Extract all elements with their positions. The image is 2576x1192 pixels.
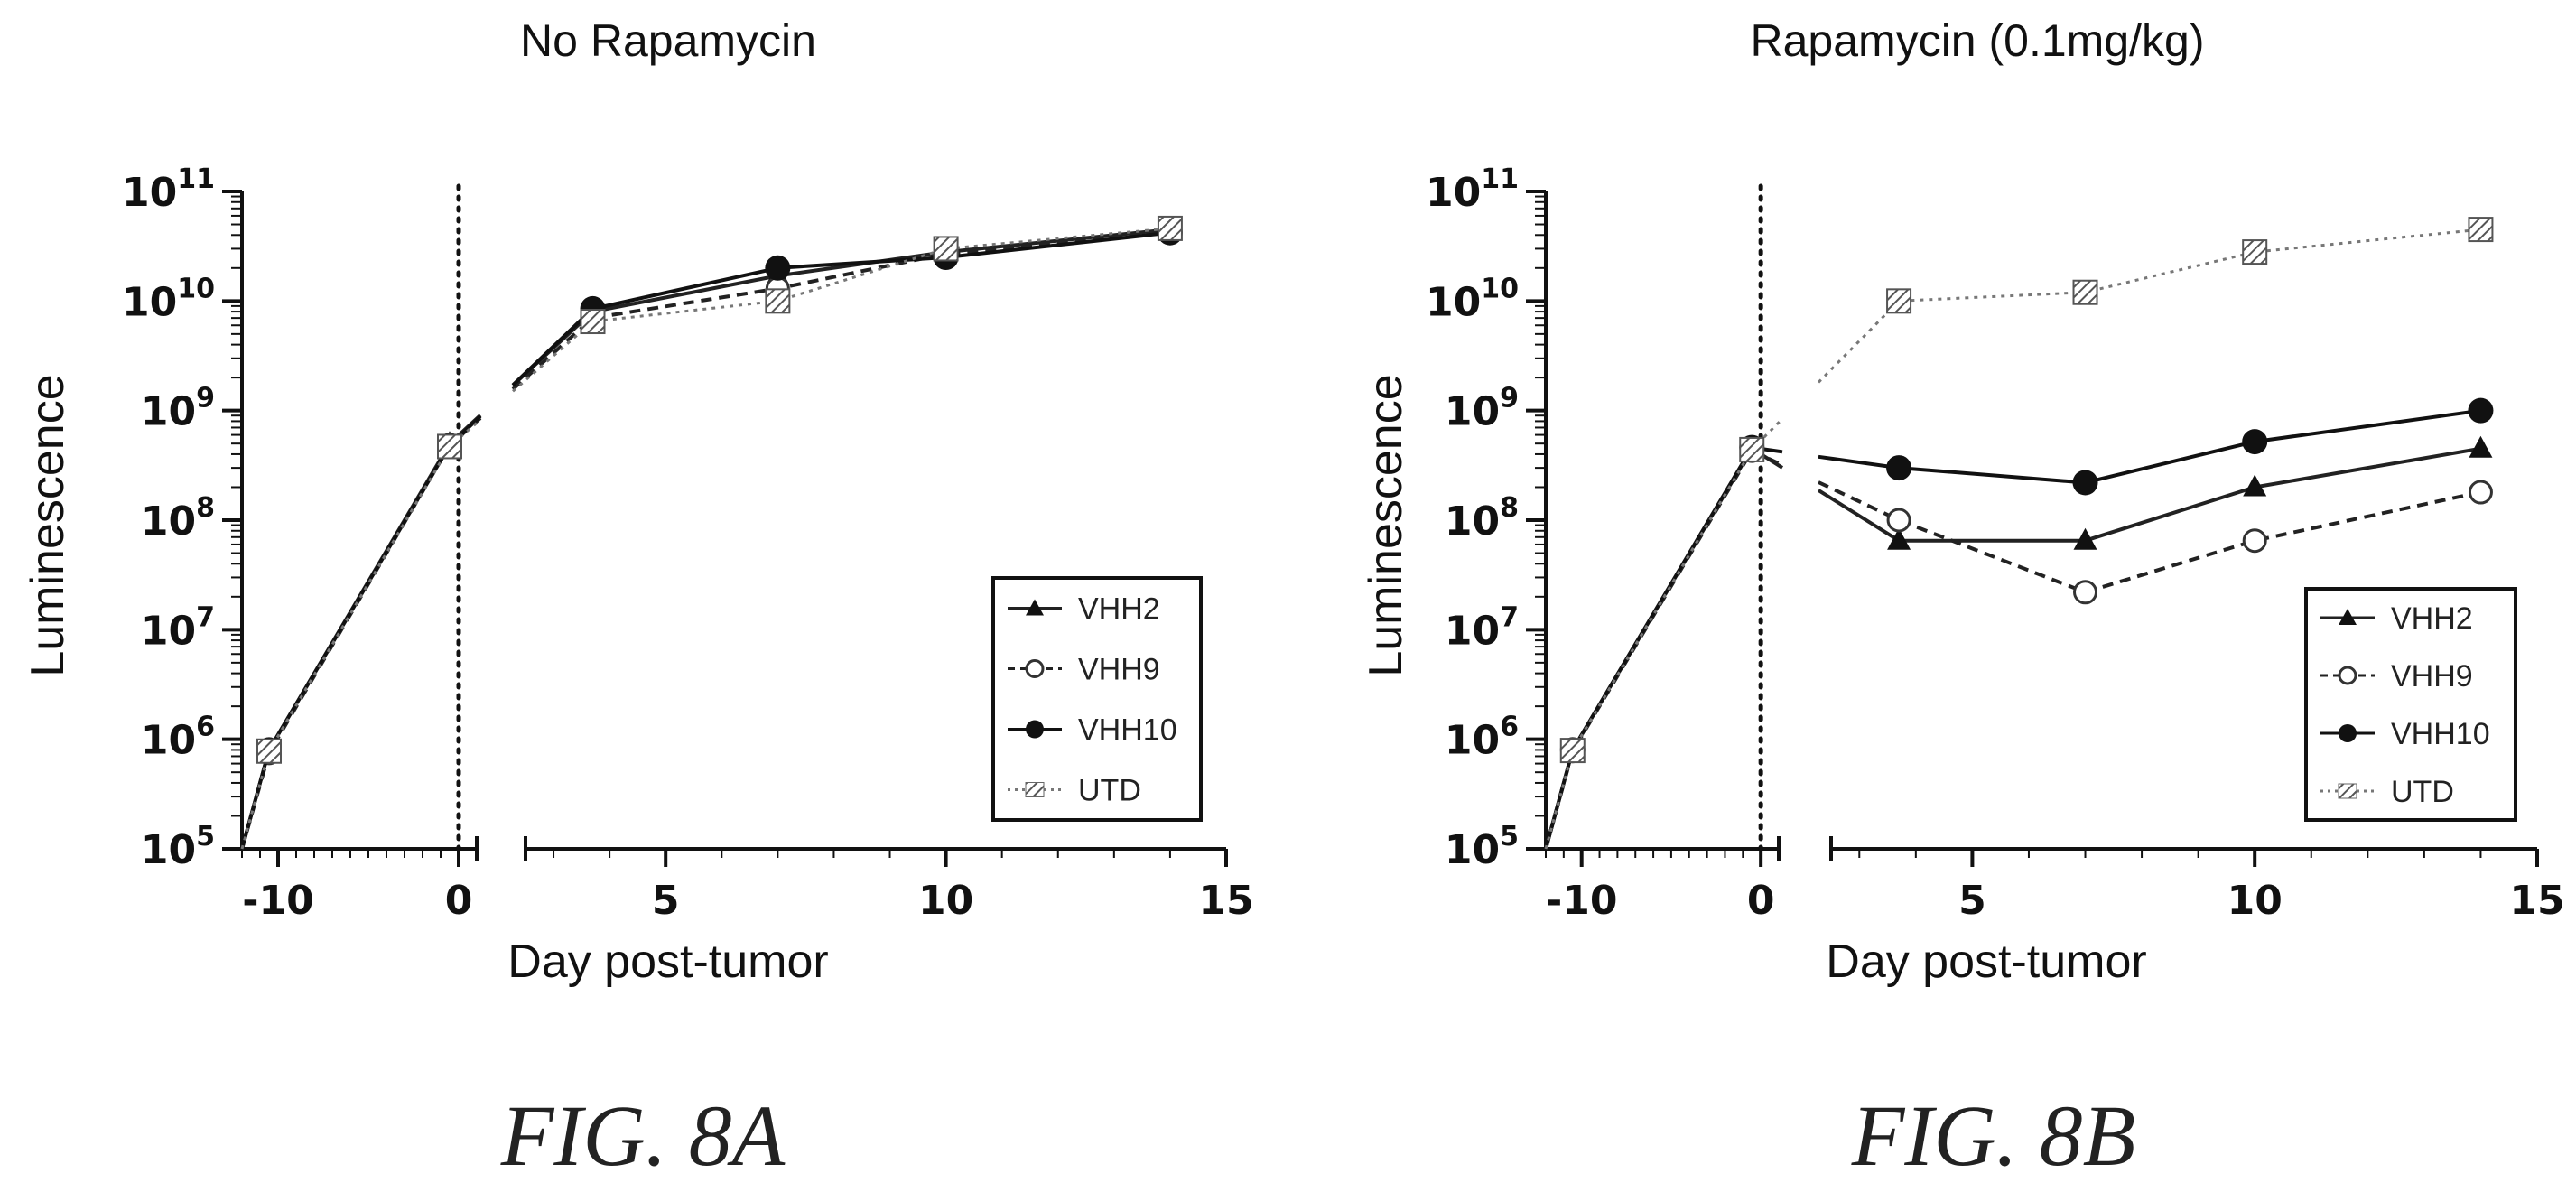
chart-b-utd-line <box>1817 228 2481 384</box>
chart-a-utd-point <box>580 309 606 335</box>
chart-a-utd-point <box>933 236 959 262</box>
chart-a-vhh9-line <box>511 229 1171 391</box>
chart-a-legend-marker-vhh2 <box>1026 599 1044 616</box>
chart-b-vhh9-point <box>2242 528 2267 554</box>
chart-b-y-tick-label: 107 <box>1445 601 1519 654</box>
chart-a-vhh10-line <box>240 414 482 850</box>
chart-b-legend-marker-utd <box>2338 783 2357 799</box>
chart-a-utd-point <box>437 433 462 460</box>
chart-a-legend-label-vhh9: VHH9 <box>1078 653 1160 687</box>
chart-b-legend-marker-vhh9 <box>2338 666 2357 685</box>
chart-b-x-tick-label: -10 <box>1546 878 1618 924</box>
chart-b-vhh9-line <box>1544 448 1783 850</box>
chart-b-vhh9-point <box>2468 480 2493 505</box>
chart-b-utd-point <box>1886 288 1912 314</box>
chart-a-y-tick-label: 108 <box>141 492 215 545</box>
chart-b-y-tick-label: 105 <box>1445 821 1519 873</box>
chart-a-legend-marker-vhh10 <box>1026 720 1044 739</box>
chart-a-legend-label-utd: UTD <box>1078 774 1141 808</box>
chart-b-utd-point <box>2468 217 2494 243</box>
chart-panel-a: No Rapamycin10510610710810910101011Lumin… <box>22 15 1254 1184</box>
chart-b-y-axis-label: Luminescence <box>1360 374 1412 676</box>
chart-b-utd-point <box>1559 738 1586 764</box>
chart-a-y-tick-label: 107 <box>141 601 215 654</box>
chart-b-x-tick-label: 15 <box>2509 878 2564 924</box>
chart-b-vhh10-line <box>1544 445 1783 850</box>
chart-a-x-tick-label: 5 <box>652 878 680 924</box>
chart-a-y-tick-label: 1010 <box>122 273 215 325</box>
chart-b-x-tick-label: 10 <box>2227 878 2283 924</box>
chart-b-legend-label-vhh9: VHH9 <box>2391 659 2473 694</box>
chart-a-x-tick-label: 10 <box>918 878 973 924</box>
chart-a-vhh9-line <box>240 416 482 850</box>
chart-b-x-tick-label: 0 <box>1747 878 1775 924</box>
chart-b-utd-point <box>1739 436 1765 462</box>
chart-a-y-tick-label: 106 <box>141 712 215 764</box>
chart-a-utd-point <box>765 288 791 314</box>
chart-b-legend-label-utd: UTD <box>2391 775 2454 809</box>
chart-a-y-tick-label: 105 <box>141 821 215 873</box>
chart-b-vhh10-line <box>1818 408 2481 485</box>
chart-a-caption: FIG. 8A <box>500 1087 786 1184</box>
chart-b-vhh2-point <box>2073 527 2097 550</box>
chart-b-utd-point <box>2072 279 2098 305</box>
chart-b-y-tick-label: 108 <box>1445 492 1519 545</box>
chart-b-vhh10-point <box>2072 470 2098 496</box>
chart-a-utd-point <box>1157 215 1183 241</box>
chart-b-y-tick-label: 109 <box>1445 383 1519 435</box>
chart-panel-b: Rapamycin (0.1mg/kg)10510610710810910101… <box>1360 15 2565 1184</box>
chart-b-x-tick-label: 5 <box>1958 878 1986 924</box>
chart-a-legend-box <box>991 576 1203 822</box>
chart-b-series-utd <box>1544 217 2494 850</box>
chart-a-x-axis-label: Day post-tumor <box>507 936 828 988</box>
chart-a-title: No Rapamycin <box>520 15 816 66</box>
chart-b-vhh2-point <box>2469 435 2493 458</box>
chart-a-series-utd <box>240 215 1183 850</box>
chart-b-x-axis-label: Day post-tumor <box>1826 936 2146 988</box>
chart-a-legend: VHH2 VHH9 VHH10 UTD <box>991 576 1203 822</box>
chart-b-caption: FIG. 8B <box>1851 1087 2136 1184</box>
chart-a-y-tick-label: 109 <box>141 383 215 435</box>
chart-b-vhh10-point <box>2468 397 2494 424</box>
chart-b-legend-label-vhh2: VHH2 <box>2391 601 2473 636</box>
chart-b-vhh9-line <box>1818 480 2481 594</box>
chart-b-utd-point <box>2242 239 2268 265</box>
chart-b-vhh10-point <box>1886 455 1912 481</box>
chart-b-y-tick-label: 1011 <box>1426 163 1519 216</box>
chart-b-y-tick-label: 106 <box>1445 712 1519 764</box>
chart-b-legend-label-vhh10: VHH10 <box>2391 717 2490 751</box>
chart-b-vhh2-line <box>1544 445 1784 850</box>
chart-a-y-tick-label: 1011 <box>122 163 215 216</box>
chart-b-legend-marker-vhh10 <box>2339 724 2357 742</box>
chart-a-utd-line <box>240 418 481 850</box>
chart-b-vhh2-point <box>2243 474 2267 497</box>
chart-a-y-axis-label: Luminescence <box>22 374 74 676</box>
chart-b-legend-marker-vhh2 <box>2339 609 2357 625</box>
chart-b-vhh9-point <box>2073 580 2098 605</box>
chart-b-legend-box <box>2304 587 2517 822</box>
chart-a-vhh2-line <box>511 228 1171 387</box>
chart-b-legend: VHH2 VHH9 VHH10 UTD <box>2304 587 2517 822</box>
chart-a-x-tick-label: 0 <box>445 878 473 924</box>
chart-a-utd-point <box>256 738 282 764</box>
chart-a-x-tick-label: -10 <box>242 878 314 924</box>
chart-b-utd-line <box>1544 417 1784 850</box>
chart-a-legend-label-vhh2: VHH2 <box>1078 592 1160 627</box>
chart-a-vhh2-line <box>240 414 482 850</box>
chart-b-vhh2-point <box>1887 527 1911 550</box>
chart-a-vhh10-point <box>765 255 791 281</box>
chart-a-legend-marker-vhh9 <box>1025 659 1045 678</box>
chart-a-legend-label-vhh10: VHH10 <box>1078 713 1177 748</box>
chart-a-legend-marker-utd <box>1025 782 1045 797</box>
chart-b-vhh9-point <box>1886 508 1911 533</box>
chart-b-title: Rapamycin (0.1mg/kg) <box>1751 15 2205 66</box>
chart-a-x-tick-label: 15 <box>1198 878 1253 924</box>
chart-b-y-tick-label: 1010 <box>1426 273 1519 325</box>
chart-b-vhh10-point <box>2242 429 2268 455</box>
